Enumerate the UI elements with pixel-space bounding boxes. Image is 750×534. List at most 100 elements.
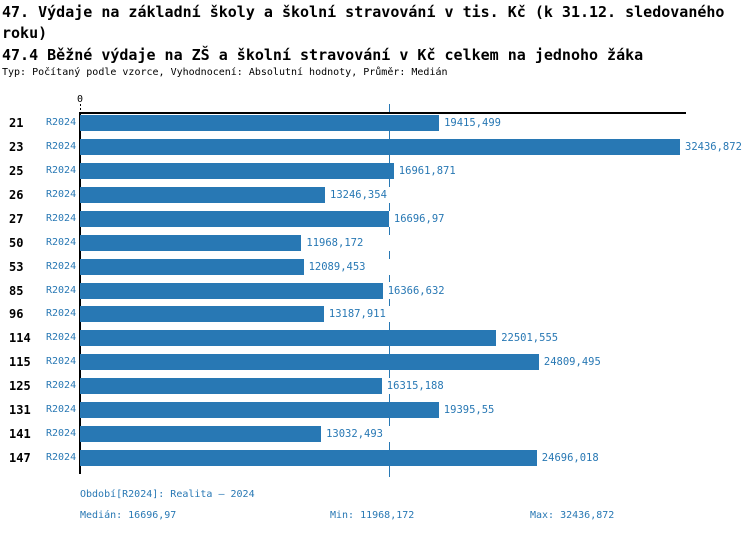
table-row: 21 R2024 19415,499 xyxy=(0,111,750,135)
median-line-segment xyxy=(389,322,390,331)
bar xyxy=(80,330,497,347)
x-axis-line xyxy=(79,112,686,114)
row-period-label: R2024 xyxy=(46,404,77,416)
row-period-label: R2024 xyxy=(46,428,77,440)
median-line-segment xyxy=(389,442,390,450)
row-period-label: R2024 xyxy=(46,236,77,248)
bar-value-label: 13246,354 xyxy=(330,188,387,201)
stat-min: Min: 11968,172 xyxy=(330,510,415,521)
median-line-segment xyxy=(389,250,390,259)
row-category-label: 125 xyxy=(9,379,31,394)
bar xyxy=(80,426,322,443)
bar-value-label: 22501,555 xyxy=(501,332,559,345)
row-period-label: R2024 xyxy=(46,212,77,224)
table-row: 131 R2024 19395,55 xyxy=(0,398,750,422)
row-period-label: R2024 xyxy=(46,117,77,128)
bar xyxy=(80,378,382,395)
bar xyxy=(80,162,394,179)
row-category-label: 115 xyxy=(9,355,31,370)
row-category-label: 53 xyxy=(9,259,24,274)
bar xyxy=(80,450,537,467)
row-period-label: R2024 xyxy=(46,380,77,392)
table-row: 53 R2024 12089,453 xyxy=(0,255,750,279)
chart-subtitle: 47.4 Běžné výdaje na ZŠ a školní stravov… xyxy=(2,46,644,64)
bar xyxy=(80,282,383,299)
row-category-label: 131 xyxy=(9,403,31,418)
bar xyxy=(80,354,539,371)
bar-value-label: 24696,018 xyxy=(541,452,599,465)
bar-value-label: 32436,872 xyxy=(685,140,742,153)
median-line-segment xyxy=(389,104,390,112)
median-line-segment xyxy=(389,154,390,163)
bar xyxy=(80,115,440,131)
table-row: 141 R2024 13032,493 xyxy=(0,422,750,446)
row-category-label: 147 xyxy=(9,451,31,466)
bar xyxy=(80,258,304,275)
row-category-label: 85 xyxy=(9,283,24,298)
axis-zero-label: 0 xyxy=(76,94,84,105)
row-category-label: 50 xyxy=(9,235,24,250)
bar xyxy=(80,306,324,323)
row-category-label: 96 xyxy=(9,307,24,322)
row-category-label: 27 xyxy=(9,211,24,226)
table-row: 25 R2024 16961,871 xyxy=(0,159,750,183)
row-period-label: R2024 xyxy=(46,308,77,320)
bar xyxy=(80,210,389,227)
table-row: 147 R2024 24696,018 xyxy=(0,446,750,470)
median-line-segment xyxy=(389,131,390,139)
table-row: 27 R2024 16696,97 xyxy=(0,207,750,231)
table-row: 114 R2024 22501,555 xyxy=(0,326,750,350)
legend-period: Období[R2024]: Realita – 2024 xyxy=(80,489,255,500)
bar xyxy=(80,402,439,419)
row-category-label: 23 xyxy=(9,139,24,154)
row-category-label: 26 xyxy=(9,187,24,202)
median-line-segment xyxy=(389,466,390,477)
bar-value-label: 19415,499 xyxy=(444,117,501,129)
bar-value-label: 16961,871 xyxy=(398,164,456,177)
median-line-segment xyxy=(389,274,390,283)
row-category-label: 21 xyxy=(9,116,24,130)
bar-value-label: 16315,188 xyxy=(386,380,444,393)
table-row: 23 R2024 32436,872 xyxy=(0,135,750,159)
row-category-label: 141 xyxy=(9,427,31,442)
median-line-segment xyxy=(389,370,390,379)
row-period-label: R2024 xyxy=(46,260,77,272)
chart-meta-line: Typ: Počítaný podle vzorce, Vyhodnocení:… xyxy=(2,67,448,78)
bar-value-label: 12089,453 xyxy=(308,260,366,273)
row-period-label: R2024 xyxy=(46,356,77,368)
bar-value-label: 24809,495 xyxy=(543,356,601,369)
row-category-label: 25 xyxy=(9,163,24,178)
chart-title: 47. Výdaje na základní školy a školní st… xyxy=(2,3,725,42)
bar-value-label: 13032,493 xyxy=(326,428,383,441)
bar-value-label: 11968,172 xyxy=(306,236,364,249)
row-period-label: R2024 xyxy=(46,188,77,200)
table-row: 26 R2024 13246,354 xyxy=(0,183,750,207)
median-line-segment xyxy=(389,178,390,187)
median-line-segment xyxy=(389,346,390,355)
bar-value-label: 13187,911 xyxy=(328,308,386,321)
row-period-label: R2024 xyxy=(46,164,77,176)
axis-zero-tick xyxy=(80,104,81,112)
bar-value-label: 19395,55 xyxy=(443,404,495,417)
median-line-segment xyxy=(389,394,390,403)
row-period-label: R2024 xyxy=(46,284,77,296)
median-line-segment xyxy=(389,418,390,427)
row-period-label: R2024 xyxy=(46,452,77,464)
row-period-label: R2024 xyxy=(46,332,77,344)
table-row: 125 R2024 16315,188 xyxy=(0,374,750,398)
bar-value-label: 16696,97 xyxy=(393,212,445,225)
table-row: 115 R2024 24809,495 xyxy=(0,350,750,374)
table-row: 50 R2024 11968,172 xyxy=(0,231,750,255)
bar xyxy=(80,234,302,251)
row-category-label: 114 xyxy=(9,331,31,346)
bar xyxy=(80,186,325,203)
median-line-segment xyxy=(389,298,390,307)
stat-max: Max: 32436,872 xyxy=(530,510,615,521)
bar xyxy=(80,138,680,155)
median-line-segment xyxy=(389,202,390,211)
stat-median: Medián: 16696,97 xyxy=(80,510,177,521)
bar-value-label: 16366,632 xyxy=(387,284,445,297)
row-period-label: R2024 xyxy=(46,140,77,152)
median-line-segment xyxy=(389,226,390,235)
table-row: 96 R2024 13187,911 xyxy=(0,302,750,326)
